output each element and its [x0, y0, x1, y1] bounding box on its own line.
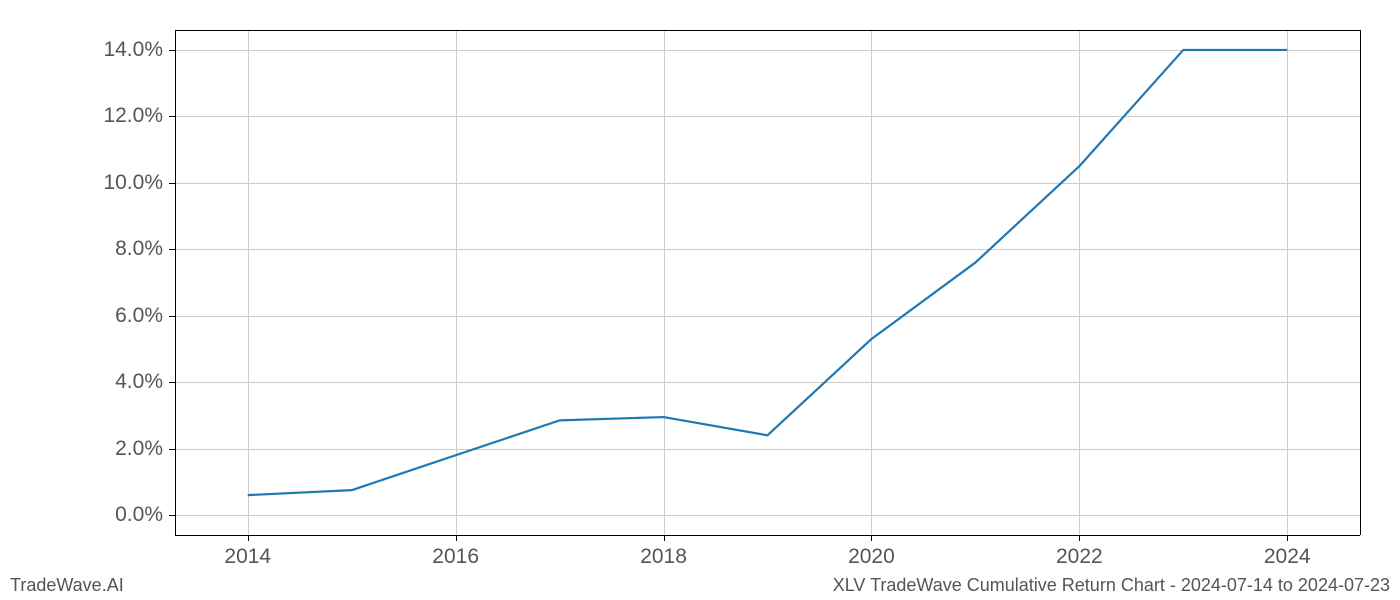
x-axis-label: 2020: [848, 545, 895, 569]
x-axis-label: 2018: [640, 545, 687, 569]
y-axis-label: 6.0%: [115, 304, 163, 328]
top-spine: [175, 30, 1360, 31]
series-line-cumulative_return: [248, 50, 1287, 495]
y-axis-label: 0.0%: [115, 503, 163, 527]
x-axis-label: 2022: [1056, 545, 1103, 569]
chart-container: 2014 2016 2018 2020 2022 2024 0.0% 2.0% 4.0% 6.0%…: [0, 0, 1400, 600]
right-spine: [1360, 30, 1361, 535]
x-axis-label: 2016: [432, 545, 479, 569]
y-axis-label: 12.0%: [103, 104, 163, 128]
y-axis-label: 4.0%: [115, 370, 163, 394]
x-axis-label: 2014: [224, 545, 271, 569]
line-svg: [0, 0, 1400, 600]
footer-left-text: TradeWave.AI: [10, 575, 124, 596]
y-axis-label: 14.0%: [103, 38, 163, 62]
footer-right-text: XLV TradeWave Cumulative Return Chart - …: [833, 575, 1390, 596]
y-axis-spine: [175, 30, 176, 535]
x-axis-spine: [175, 535, 1360, 536]
y-axis-label: 2.0%: [115, 437, 163, 461]
x-axis-label: 2024: [1264, 545, 1311, 569]
y-axis-label: 8.0%: [115, 237, 163, 261]
y-axis-label: 10.0%: [103, 171, 163, 195]
